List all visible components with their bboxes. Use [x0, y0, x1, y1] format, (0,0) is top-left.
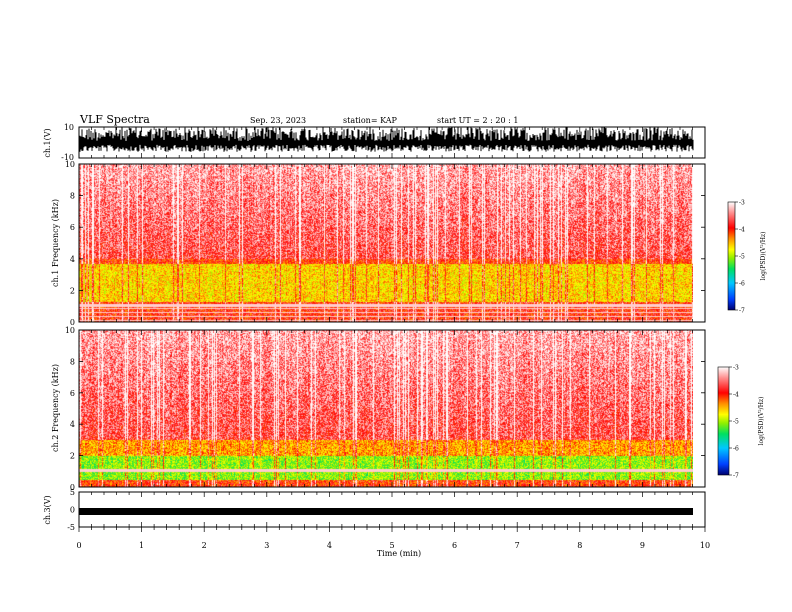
xtick-label: 6: [452, 541, 457, 550]
ch3-waveform-trace: [79, 508, 693, 515]
ytick-label: 2: [70, 452, 75, 461]
ch2-spectrogram-panel: 0 2 4 6 8 10 ch.2 Frequency (kHz): [51, 326, 706, 492]
cb-tick-label: -5: [739, 254, 745, 261]
cb-tick-label: -4: [733, 392, 739, 399]
cb-tick-label: -6: [739, 281, 745, 288]
ch1-spectrogram-yaxis: 0 2 4 6 8 10: [65, 160, 705, 327]
xtick-label: 2: [202, 541, 207, 550]
xtick-label: 7: [515, 541, 520, 550]
cb-tick-label: -7: [733, 473, 739, 480]
ch1-spectrogram-image: [79, 164, 693, 322]
ch2-colorbar-gradient: [717, 366, 730, 476]
ch1-spectrogram-panel: 0 2 4 6 8 10 ch.1 Frequency (kHz): [51, 160, 706, 327]
ytick-label: -5: [67, 523, 75, 532]
cb-tick-label: -3: [739, 200, 745, 207]
ch1-colorbar-gradient: [727, 201, 736, 311]
ytick-label: 10: [65, 326, 75, 335]
ch1-waveform-trace: [78, 127, 694, 152]
xtick-label: 1: [139, 541, 144, 550]
time-axis: 0 1 2 3 4 5 6 7 8 9 10: [76, 541, 710, 550]
ytick-label: 8: [70, 192, 75, 201]
cb-tick-label: -4: [739, 227, 745, 234]
ch1-ytick-top: 10: [64, 123, 74, 132]
ch1-waveform-panel: 10 -10 ch.1(V): [43, 123, 706, 162]
xtick-label: 8: [577, 541, 582, 550]
ch2-spectrogram-ylabel: ch.2 Frequency (kHz): [51, 364, 60, 452]
ch3-waveform-panel: 5 0 -5 ch.3(V): [43, 488, 706, 532]
time-tick-marks: [78, 127, 706, 532]
ytick-label: 10: [65, 160, 75, 169]
xtick-label: 0: [76, 541, 81, 550]
xtick-label: 5: [389, 541, 394, 550]
ytick-label: 0: [70, 483, 75, 492]
minor-ticks: [78, 127, 706, 532]
ch2-spectrogram-image: [79, 330, 693, 487]
cb-tick-label: -6: [733, 446, 739, 453]
ytick-label: 0: [70, 506, 75, 515]
ytick-label: 4: [70, 420, 75, 429]
ch1-waveform-line: [78, 127, 694, 152]
ch3-waveform-yaxis: 5 0 -5: [67, 488, 83, 532]
xtick-label: 10: [700, 541, 710, 550]
ch2-colorbar-ticks: -3 -4 -5 -6 -7: [729, 365, 739, 480]
ch1-colorbar: -3 -4 -5 -6 -7 log(PSD)(V²/Hz): [727, 200, 767, 315]
xtick-label: 4: [327, 541, 332, 550]
ytick-label: 6: [70, 223, 75, 232]
ch1-ytick-bottom: -10: [61, 153, 74, 162]
ch1-colorbar-ticks: -3 -4 -5 -6 -7: [735, 200, 745, 315]
xtick-label: 3: [264, 541, 269, 550]
start-time-label: start UT = 2 : 20 : 1: [437, 116, 518, 125]
ytick-label: 0: [70, 318, 75, 327]
ytick-label: 8: [70, 357, 75, 366]
cb-tick-label: -5: [733, 419, 739, 426]
cb-tick-label: -3: [733, 365, 739, 372]
date-label: Sep. 23, 2023: [250, 116, 306, 125]
ytick-label: 4: [70, 255, 75, 264]
ch1-colorbar-label: log(PSD)(V²/Hz): [760, 232, 767, 281]
ch2-spectrogram-yaxis: 0 2 4 6 8 10: [65, 326, 705, 492]
ch3-waveform-ylabel: ch.3(V): [43, 495, 52, 524]
figure-title: VLF Spectra: [79, 113, 150, 126]
ch1-waveform-ylabel: ch.1(V): [43, 128, 52, 157]
ch2-colorbar: -3 -4 -5 -6 -7 log(PSD)(V²/Hz): [717, 365, 765, 480]
cb-tick-label: -7: [739, 308, 745, 315]
ytick-label: 2: [70, 286, 75, 295]
ch1-spectrogram-ylabel: ch.1 Frequency (kHz): [51, 199, 60, 287]
ytick-label: 5: [70, 488, 75, 497]
ch2-colorbar-label: log(PSD)(V²/Hz): [758, 397, 765, 446]
station-label: station= KAP: [343, 116, 398, 125]
time-axis-label: Time (min): [377, 549, 421, 558]
xtick-label: 9: [640, 541, 645, 550]
ytick-label: 6: [70, 389, 75, 398]
